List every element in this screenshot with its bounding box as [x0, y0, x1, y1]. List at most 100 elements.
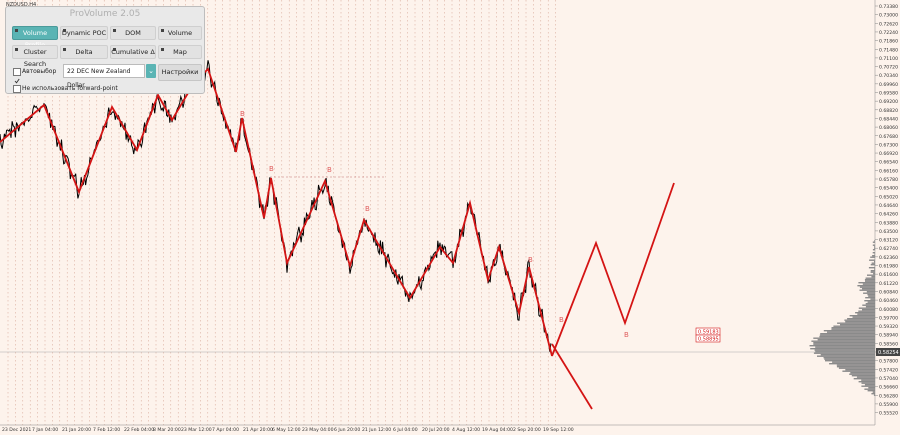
price-tick-label: 0.62360: [879, 255, 898, 261]
price-tick-label: 0.70720: [879, 65, 898, 71]
profile-bar: [815, 346, 875, 348]
cumulative-delta-button[interactable]: Cumulative Δ: [110, 45, 156, 59]
profile-bar: [865, 280, 875, 282]
profile-bar: [873, 273, 875, 275]
profile-bar: [874, 240, 875, 242]
price-tick-label: 0.73380: [879, 4, 898, 10]
price-tick-label: 0.62740: [879, 246, 898, 252]
profile-bar: [869, 259, 875, 261]
indicator-dot-icon: [113, 29, 116, 32]
profile-bar: [868, 387, 875, 389]
time-tick-label: 2 Sep 20:00: [513, 427, 541, 433]
profile-bar: [871, 393, 875, 395]
indicator-dot-icon: [161, 48, 164, 51]
provolume-panel: ProVolume 2.05 Volume Profile Dynamic PO…: [5, 6, 205, 94]
delta-button[interactable]: Delta: [60, 45, 108, 59]
profile-bar: [874, 268, 875, 270]
price-tick-label: 0.56280: [879, 393, 898, 399]
indicator-dot-icon: [15, 48, 18, 51]
time-tick-label: 20 Jul 20:00: [422, 427, 450, 433]
map-button[interactable]: Map: [158, 45, 202, 59]
profile-bar: [861, 379, 875, 381]
price-tick-label: 0.70340: [879, 73, 898, 79]
forward-point-checkbox[interactable]: [13, 85, 21, 93]
profile-bar: [849, 373, 875, 375]
profile-bar: [823, 330, 875, 332]
price-tick-label: 0.63880: [879, 220, 898, 226]
profile-bar: [857, 285, 875, 287]
profile-bar: [861, 385, 875, 387]
profile-bar: [871, 262, 875, 264]
price-tick-label: 0.64260: [879, 212, 898, 218]
cluster-search-button[interactable]: Cluster Search: [12, 45, 58, 68]
profile-bar: [827, 331, 875, 333]
profile-bar: [865, 306, 875, 308]
profile-bar: [862, 283, 875, 285]
profile-bar: [867, 274, 875, 276]
price-tick-label: 0.65020: [879, 194, 898, 200]
dynamic-poc-button[interactable]: Dynamic POC: [60, 26, 108, 40]
svg-text:0.59183: 0.59183: [698, 330, 719, 336]
volume-profile-button[interactable]: Volume Profile: [12, 26, 58, 49]
volume-button[interactable]: Volume: [158, 26, 202, 40]
price-tick-label: 0.66920: [879, 151, 898, 157]
price-tick-label: 0.57040: [879, 376, 898, 382]
price-tick-label: 0.67300: [879, 142, 898, 148]
price-tick-label: 0.56660: [879, 385, 898, 391]
time-tick-label: 6 Jun 20:00: [334, 427, 360, 433]
price-tick-label: 0.69200: [879, 99, 898, 105]
profile-bar: [813, 342, 875, 344]
wave-label: B: [559, 316, 564, 324]
profile-bar: [836, 366, 875, 368]
profile-bar: [853, 378, 875, 380]
profile-bar: [847, 318, 875, 320]
time-tick-label: 6 Jul 04:00: [393, 427, 418, 433]
forward-point-label: Не использовать forward-point: [22, 85, 118, 92]
time-tick-label: 23 May 04:00: [302, 427, 334, 433]
price-tick-label: 0.68060: [879, 125, 898, 131]
profile-bar: [823, 357, 875, 359]
price-axis-bg: [875, 0, 900, 435]
panel-title: ProVolume 2.05: [69, 9, 141, 19]
profile-bar: [820, 333, 875, 335]
level-label-2: 0.58895: [695, 334, 721, 343]
price-tick-label: 0.71480: [879, 47, 898, 53]
price-tick-label: 0.61980: [879, 264, 898, 270]
dom-button[interactable]: DOM: [110, 26, 156, 40]
profile-bar: [872, 255, 875, 257]
price-tick-label: 0.65780: [879, 177, 898, 183]
profile-bar: [872, 252, 875, 254]
indicator-dot-icon: [15, 29, 18, 32]
profile-bar: [833, 325, 875, 327]
instrument-select[interactable]: 22 DEC New Zealand Dollar: [63, 64, 145, 89]
profile-bar: [817, 355, 875, 357]
time-tick-label: 23 Dec 2021: [2, 427, 31, 433]
price-tick-label: 0.63500: [879, 229, 898, 235]
profile-bar: [842, 370, 875, 372]
chart-symbol: NZDUSD,H4: [6, 2, 36, 8]
vertical-grid: [7, 0, 556, 425]
price-tick-label: 0.57800: [879, 359, 898, 365]
button-label: Dynamic POC: [61, 29, 107, 37]
profile-bar: [867, 294, 875, 296]
profile-bar: [864, 279, 875, 281]
profile-bar: [857, 313, 875, 315]
time-tick-label: 21 Jun 12:00: [362, 427, 391, 433]
profile-bar: [858, 381, 875, 383]
profile-bar: [845, 369, 875, 371]
profile-bar: [870, 256, 875, 258]
profile-bar: [870, 264, 875, 266]
profile-bar: [837, 322, 875, 324]
price-tick-label: 0.65400: [879, 186, 898, 192]
price-tick-label: 0.55900: [879, 402, 898, 408]
settings-button[interactable]: Настройки: [158, 64, 202, 81]
price-tick-label: 0.72620: [879, 21, 898, 27]
profile-bar: [868, 267, 875, 269]
profile-bar: [873, 394, 875, 396]
indicator-dot-icon: [113, 48, 116, 51]
profile-bar: [871, 276, 875, 278]
autoselect-checkbox[interactable]: [13, 68, 21, 84]
chevron-down-icon[interactable]: ⌄: [146, 64, 156, 78]
indicator-dot-icon: [161, 29, 164, 32]
